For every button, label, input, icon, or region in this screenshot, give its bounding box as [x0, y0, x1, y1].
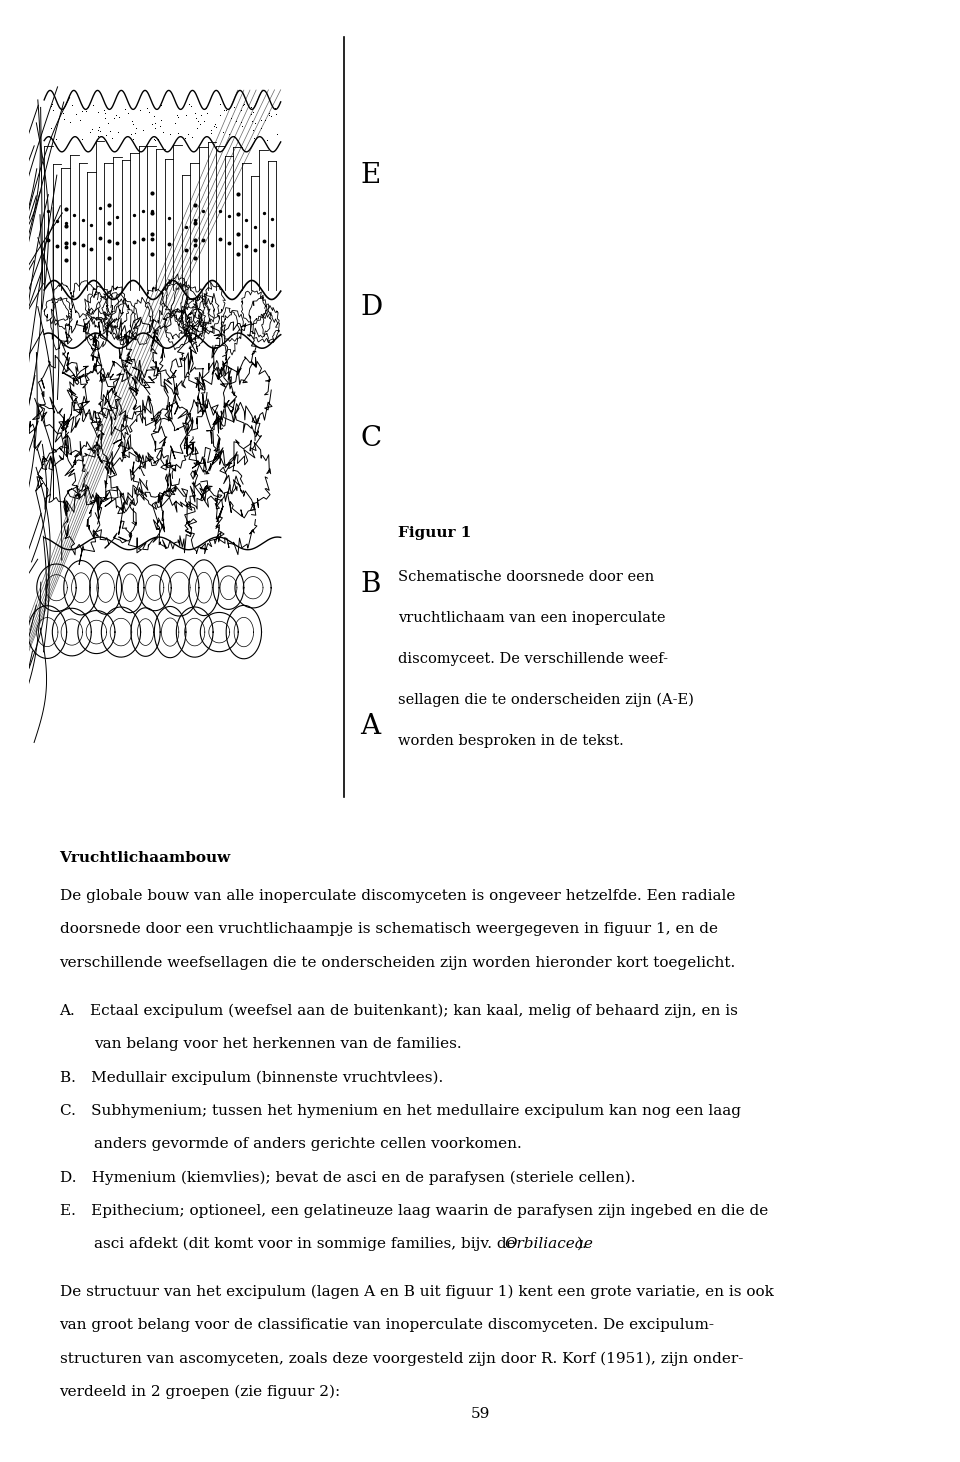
Text: discomyceet. De verschillende weef-: discomyceet. De verschillende weef-	[398, 652, 668, 667]
Text: E: E	[360, 162, 380, 189]
Text: structuren van ascomyceten, zoals deze voorgesteld zijn door R. Korf (1951), zij: structuren van ascomyceten, zoals deze v…	[60, 1351, 743, 1366]
Text: D: D	[360, 294, 382, 320]
Text: verdeeld in 2 groepen (zie figuur 2):: verdeeld in 2 groepen (zie figuur 2):	[60, 1385, 341, 1399]
Text: verschillende weefsellagen die te onderscheiden zijn worden hieronder kort toege: verschillende weefsellagen die te onders…	[60, 956, 735, 969]
Text: asci afdekt (dit komt voor in sommige families, bijv. de: asci afdekt (dit komt voor in sommige fa…	[94, 1237, 520, 1251]
Text: 59: 59	[470, 1406, 490, 1421]
Text: A: A	[360, 713, 380, 740]
Text: C. Subhymenium; tussen het hymenium en het medullaire excipulum kan nog een laag: C. Subhymenium; tussen het hymenium en h…	[60, 1104, 740, 1117]
Text: A. Ectaal excipulum (weefsel aan de buitenkant); kan kaal, melig of behaard zijn: A. Ectaal excipulum (weefsel aan de buit…	[60, 1003, 738, 1018]
Text: Vruchtlichaambouw: Vruchtlichaambouw	[60, 851, 230, 866]
Text: worden besproken in de tekst.: worden besproken in de tekst.	[398, 734, 624, 749]
Text: Orbiliaceae: Orbiliaceae	[504, 1237, 593, 1251]
Text: ).: ).	[577, 1237, 588, 1251]
Text: De globale bouw van alle inoperculate discomyceten is ongeveer hetzelfde. Een ra: De globale bouw van alle inoperculate di…	[60, 889, 735, 904]
Text: D. Hymenium (kiemvlies); bevat de asci en de parafysen (steriele cellen).: D. Hymenium (kiemvlies); bevat de asci e…	[60, 1170, 635, 1184]
Text: van groot belang voor de classificatie van inoperculate discomyceten. De excipul: van groot belang voor de classificatie v…	[60, 1319, 714, 1332]
Text: Figuur 1: Figuur 1	[398, 526, 471, 541]
Text: vruchtlichaam van een inoperculate: vruchtlichaam van een inoperculate	[398, 611, 666, 626]
Text: E. Epithecium; optioneel, een gelatineuze laag waarin de parafysen zijn ingebed : E. Epithecium; optioneel, een gelatineuz…	[60, 1203, 768, 1218]
Text: sellagen die te onderscheiden zijn (A-E): sellagen die te onderscheiden zijn (A-E)	[398, 693, 694, 708]
Text: C: C	[360, 425, 381, 452]
Text: doorsnede door een vruchtlichaampje is schematisch weergegeven in figuur 1, en d: doorsnede door een vruchtlichaampje is s…	[60, 923, 717, 936]
Text: van belang voor het herkennen van de families.: van belang voor het herkennen van de fam…	[94, 1037, 462, 1051]
Text: Schematische doorsnede door een: Schematische doorsnede door een	[398, 570, 655, 585]
Text: De structuur van het excipulum (lagen A en B uit figuur 1) kent een grote variat: De structuur van het excipulum (lagen A …	[60, 1285, 774, 1300]
Text: anders gevormde of anders gerichte cellen voorkomen.: anders gevormde of anders gerichte celle…	[94, 1137, 522, 1151]
Text: B: B	[360, 572, 380, 598]
Text: B. Medullair excipulum (binnenste vruchtvlees).: B. Medullair excipulum (binnenste vrucht…	[60, 1070, 443, 1085]
